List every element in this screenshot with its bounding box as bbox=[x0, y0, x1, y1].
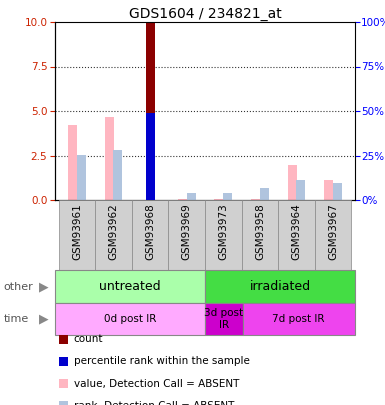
Title: GDS1604 / 234821_at: GDS1604 / 234821_at bbox=[129, 7, 281, 21]
Text: GSM93967: GSM93967 bbox=[328, 203, 338, 260]
Text: irradiated: irradiated bbox=[249, 280, 311, 293]
Text: GSM93973: GSM93973 bbox=[218, 203, 228, 260]
Text: 3d post
IR: 3d post IR bbox=[204, 308, 243, 330]
Bar bbox=[187, 192, 196, 200]
Bar bbox=[324, 180, 333, 200]
FancyBboxPatch shape bbox=[95, 200, 132, 270]
Bar bbox=[68, 125, 77, 200]
Bar bbox=[223, 192, 232, 200]
Bar bbox=[105, 117, 114, 200]
Text: 0d post IR: 0d post IR bbox=[104, 314, 156, 324]
FancyBboxPatch shape bbox=[132, 200, 168, 270]
Text: percentile rank within the sample: percentile rank within the sample bbox=[74, 356, 249, 367]
Bar bbox=[178, 199, 187, 200]
Text: GSM93968: GSM93968 bbox=[145, 203, 155, 260]
Text: rank, Detection Call = ABSENT: rank, Detection Call = ABSENT bbox=[74, 401, 234, 405]
Text: ▶: ▶ bbox=[38, 280, 48, 293]
Bar bbox=[114, 150, 122, 200]
Text: other: other bbox=[4, 281, 33, 292]
Text: GSM93969: GSM93969 bbox=[182, 203, 192, 260]
Bar bbox=[77, 155, 86, 200]
Text: GSM93961: GSM93961 bbox=[72, 203, 82, 260]
FancyBboxPatch shape bbox=[168, 200, 205, 270]
Text: untreated: untreated bbox=[99, 280, 161, 293]
FancyBboxPatch shape bbox=[55, 270, 205, 303]
Bar bbox=[146, 22, 155, 200]
Bar bbox=[296, 180, 305, 200]
FancyBboxPatch shape bbox=[241, 200, 278, 270]
Bar bbox=[333, 183, 342, 200]
Text: value, Detection Call = ABSENT: value, Detection Call = ABSENT bbox=[74, 379, 239, 389]
Text: GSM93964: GSM93964 bbox=[291, 203, 301, 260]
Text: ▶: ▶ bbox=[38, 313, 48, 326]
FancyBboxPatch shape bbox=[205, 270, 355, 303]
Bar bbox=[146, 113, 155, 200]
Bar bbox=[288, 165, 296, 200]
Text: GSM93958: GSM93958 bbox=[255, 203, 265, 260]
Bar bbox=[251, 198, 260, 200]
FancyBboxPatch shape bbox=[59, 200, 95, 270]
Bar bbox=[260, 188, 269, 200]
Text: time: time bbox=[4, 314, 29, 324]
FancyBboxPatch shape bbox=[205, 303, 243, 335]
FancyBboxPatch shape bbox=[243, 303, 355, 335]
Text: GSM93962: GSM93962 bbox=[109, 203, 119, 260]
Bar bbox=[214, 199, 223, 200]
FancyBboxPatch shape bbox=[278, 200, 315, 270]
Text: 7d post IR: 7d post IR bbox=[273, 314, 325, 324]
Text: count: count bbox=[74, 334, 103, 344]
FancyBboxPatch shape bbox=[205, 200, 241, 270]
FancyBboxPatch shape bbox=[55, 303, 205, 335]
FancyBboxPatch shape bbox=[315, 200, 352, 270]
